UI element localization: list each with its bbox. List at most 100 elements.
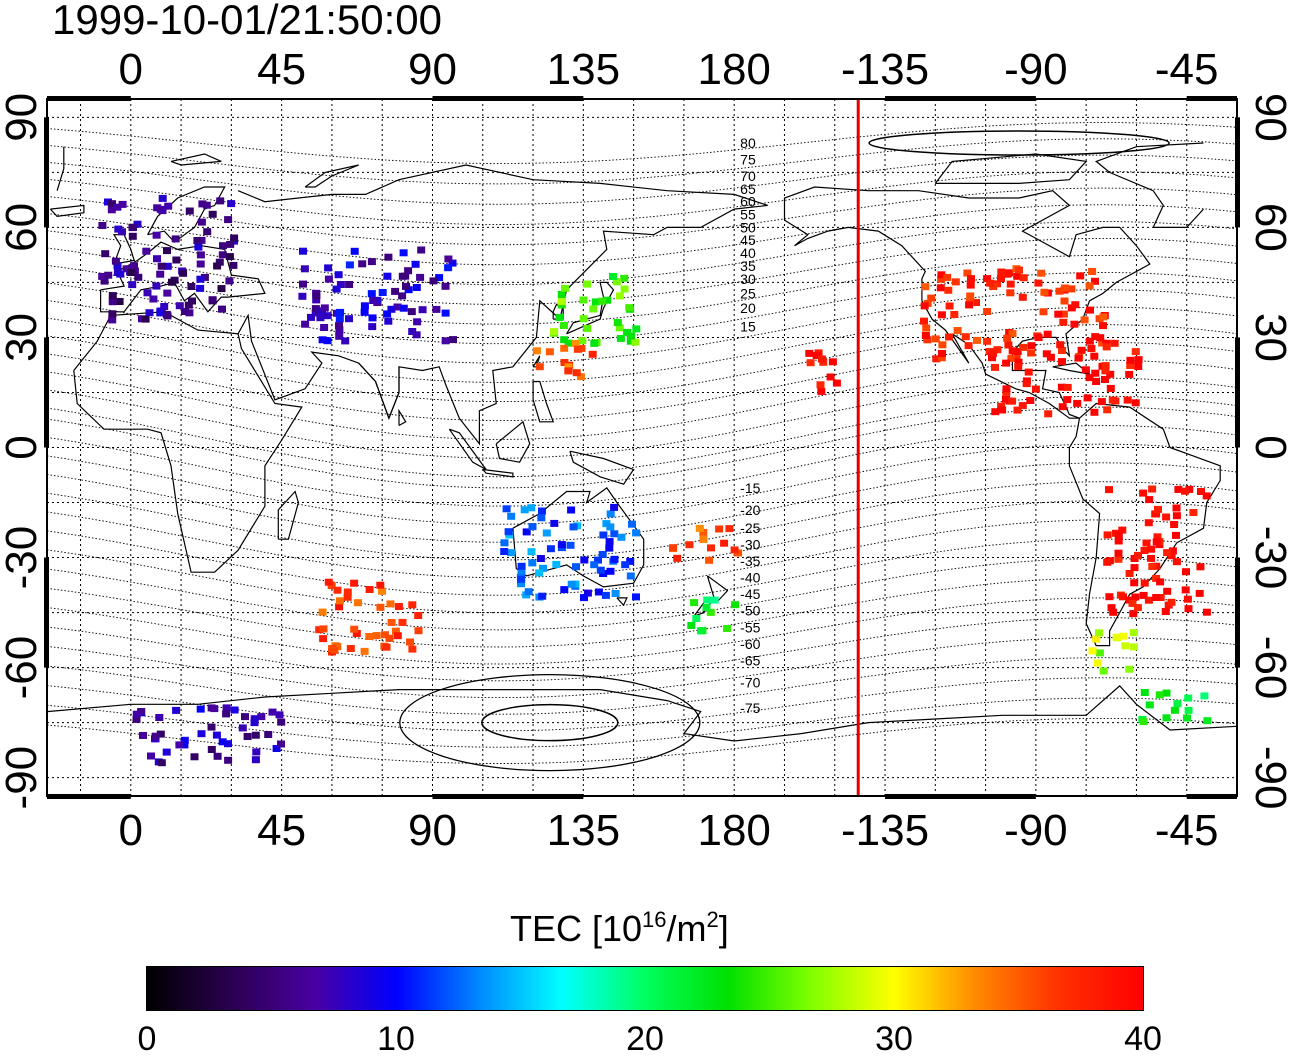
tec-cell bbox=[699, 536, 708, 543]
tec-cell bbox=[1167, 598, 1176, 606]
magnetic-latitude-line bbox=[47, 558, 1237, 631]
tec-cell bbox=[387, 619, 396, 626]
colorbar-label-prefix: TEC [10 bbox=[510, 908, 643, 949]
longitude-tick-label-bottom: -45 bbox=[1155, 806, 1219, 855]
tec-cell bbox=[707, 544, 715, 552]
tec-cell bbox=[272, 745, 281, 752]
magnetic-latitude-line bbox=[47, 221, 1237, 286]
tec-cell bbox=[699, 528, 708, 536]
tec-cell bbox=[1153, 533, 1162, 541]
tec-cell bbox=[399, 249, 408, 257]
tec-cell bbox=[1102, 343, 1111, 351]
tec-cell bbox=[1183, 714, 1191, 722]
tec-cell bbox=[1086, 306, 1094, 314]
tec-cell bbox=[1123, 396, 1132, 404]
tec-cell bbox=[101, 250, 110, 258]
tec-cell bbox=[1145, 496, 1154, 504]
tec-cell bbox=[264, 731, 273, 738]
magnetic-latitude-line bbox=[47, 617, 1237, 682]
longitude-ticks-bottom: 0 45 90 135 180 -135 -90 -45 bbox=[119, 806, 1219, 855]
tec-cell bbox=[406, 638, 414, 646]
tec-cell bbox=[175, 741, 184, 749]
tec-cell bbox=[335, 315, 344, 323]
tec-cell bbox=[230, 706, 239, 714]
tec-cell bbox=[318, 608, 327, 616]
europe-coastline bbox=[100, 241, 266, 313]
tec-cell bbox=[1184, 605, 1193, 613]
tec-cell bbox=[130, 262, 138, 270]
tec-cell bbox=[251, 756, 260, 764]
tec-cell bbox=[316, 314, 325, 322]
tec-cell bbox=[500, 548, 509, 555]
tec-cell bbox=[564, 363, 573, 371]
tec-cell bbox=[1140, 547, 1149, 554]
tec-cell bbox=[1184, 694, 1193, 702]
tec-cell bbox=[408, 328, 417, 335]
tec-cell bbox=[352, 630, 361, 637]
tec-cell bbox=[98, 272, 107, 280]
tec-cell bbox=[936, 284, 945, 292]
tec-cell bbox=[617, 533, 626, 541]
tec-cell bbox=[156, 309, 165, 317]
tec-cell bbox=[202, 201, 211, 209]
tec-cell bbox=[133, 220, 142, 228]
tec-cell bbox=[921, 332, 930, 339]
tec-cell bbox=[1129, 643, 1138, 651]
tec-cell bbox=[1105, 486, 1113, 494]
tec-cell bbox=[391, 627, 400, 635]
longitude-tick-label-top: -90 bbox=[1004, 45, 1068, 94]
tec-cell bbox=[621, 561, 630, 569]
tec-cell bbox=[1162, 689, 1171, 697]
tec-cell bbox=[610, 503, 619, 511]
philippines-coastline bbox=[532, 380, 555, 423]
tec-cell bbox=[725, 525, 734, 533]
tec-cell bbox=[580, 556, 589, 564]
tec-cell bbox=[380, 631, 389, 639]
tec-cell bbox=[1200, 692, 1209, 700]
tec-cell bbox=[350, 247, 359, 255]
tec-cell bbox=[1140, 579, 1149, 587]
tec-cell bbox=[920, 317, 928, 325]
tec-cell bbox=[557, 298, 566, 306]
tec-cell bbox=[1077, 346, 1086, 354]
tec-cell bbox=[1099, 667, 1108, 675]
latitude-tick-label-right: -60 bbox=[1246, 636, 1292, 700]
tec-cell bbox=[299, 280, 307, 288]
tec-cell bbox=[1107, 604, 1116, 612]
tec-cell bbox=[98, 222, 107, 229]
tec-cell bbox=[414, 612, 423, 619]
greenland-coastline bbox=[56, 146, 65, 191]
tec-cell bbox=[576, 373, 585, 381]
tec-cell bbox=[997, 268, 1006, 276]
tec-cell bbox=[715, 525, 724, 533]
tec-cell bbox=[367, 258, 376, 266]
tec-cell bbox=[324, 578, 333, 586]
tec-cell bbox=[376, 581, 385, 589]
tec-cell bbox=[345, 281, 354, 288]
tec-cell bbox=[550, 328, 559, 336]
java-coastline bbox=[482, 468, 514, 478]
tec-cell bbox=[620, 274, 629, 282]
tec-cell bbox=[932, 355, 941, 363]
tec-cell bbox=[387, 305, 396, 313]
tec-cell bbox=[812, 352, 821, 359]
tec-cell bbox=[937, 354, 946, 362]
tec-cell bbox=[224, 216, 233, 224]
tec-cell bbox=[1002, 385, 1011, 393]
tec-cell bbox=[561, 284, 569, 292]
tec-cell bbox=[393, 303, 402, 311]
tec-cell bbox=[805, 349, 814, 357]
tec-cell bbox=[579, 315, 588, 323]
tec-cell bbox=[628, 520, 636, 528]
tec-cell bbox=[1090, 408, 1099, 416]
tec-cell bbox=[1106, 384, 1115, 392]
southamerica-coastline bbox=[1068, 402, 1221, 647]
tec-cell bbox=[1151, 510, 1160, 518]
tec-cell bbox=[137, 708, 146, 715]
tec-cell bbox=[341, 337, 350, 345]
tec-cell bbox=[606, 510, 615, 518]
tec-cell bbox=[1112, 633, 1121, 641]
tec-cell bbox=[416, 273, 425, 281]
tec-cell bbox=[185, 207, 194, 215]
